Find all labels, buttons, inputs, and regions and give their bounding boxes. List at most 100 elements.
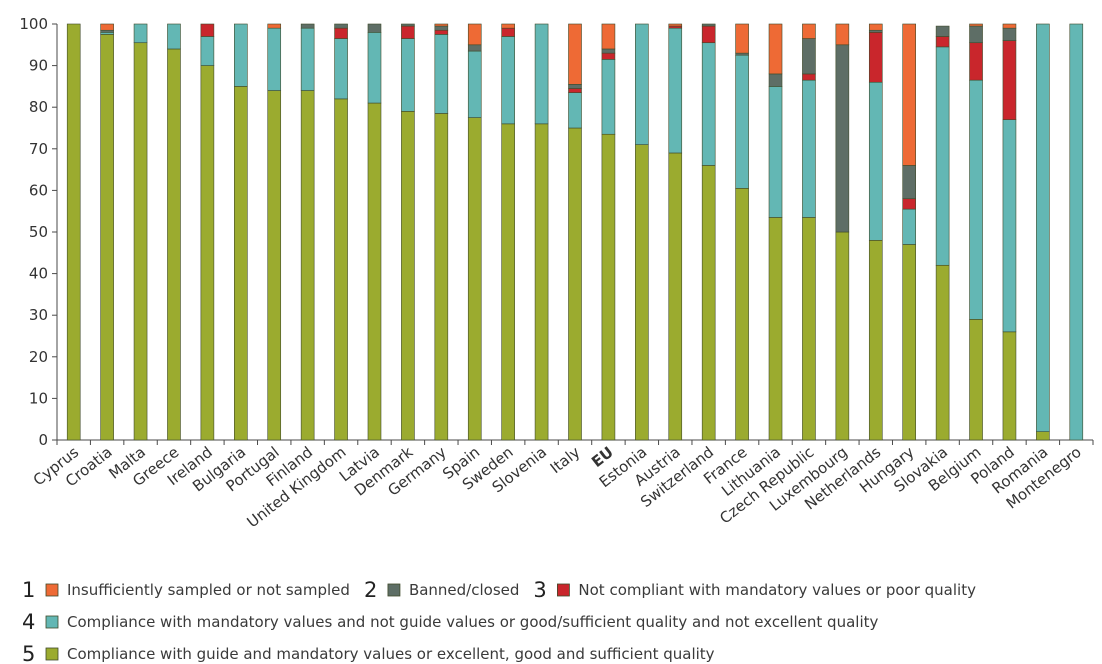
bar-stack-luxembourg bbox=[835, 23, 850, 441]
bar-segment-series-5 bbox=[768, 217, 783, 441]
bar-segment-series-2 bbox=[334, 23, 348, 29]
legend-number: 2 bbox=[364, 578, 377, 602]
bar-segment-series-3 bbox=[434, 29, 449, 35]
legend-item-2: 2 Banned/closed bbox=[364, 578, 519, 602]
bar-segment-series-1 bbox=[735, 23, 749, 54]
bar-segment-series-1 bbox=[568, 23, 582, 85]
bar-segment-series-5 bbox=[434, 113, 449, 441]
bar-segment-series-2 bbox=[401, 23, 415, 27]
bar-segment-series-5 bbox=[868, 240, 883, 441]
bar-segment-series-2 bbox=[701, 23, 716, 27]
bar-segment-series-3 bbox=[200, 23, 215, 37]
legend-number: 4 bbox=[22, 610, 35, 634]
bar-segment-series-4 bbox=[267, 27, 282, 91]
y-tick-label: 0 bbox=[38, 431, 48, 449]
bar-stack-italy bbox=[568, 23, 582, 441]
legend: 1 Insufficiently sampled or not sampled 2 B… bbox=[22, 578, 976, 664]
y-tick-label: 70 bbox=[29, 140, 48, 158]
bar-segment-series-4 bbox=[534, 23, 549, 125]
bar-segment-series-5 bbox=[267, 90, 282, 441]
legend-number: 1 bbox=[22, 578, 35, 602]
bar-segment-series-2 bbox=[868, 29, 883, 33]
bar-segment-series-5 bbox=[802, 217, 816, 441]
bar-stack-austria bbox=[668, 23, 683, 441]
bar-stack-czech-republic bbox=[802, 23, 816, 441]
bar-segment-series-2 bbox=[367, 23, 382, 33]
bar-stack-hungary bbox=[902, 23, 916, 441]
bar-segment-series-3 bbox=[568, 88, 582, 93]
bar-segment-series-3 bbox=[334, 27, 348, 39]
legend-item-3: 3 Not compliant with mandatory values or … bbox=[533, 578, 976, 602]
bar-stack-portugal bbox=[267, 23, 282, 441]
y-tick-label: 20 bbox=[29, 348, 48, 366]
bar-segment-series-1 bbox=[969, 23, 983, 27]
bar-segment-series-4 bbox=[100, 32, 114, 35]
bar-segment-series-5 bbox=[367, 102, 382, 441]
bar-stack-eu bbox=[601, 23, 616, 441]
bar-segment-series-3 bbox=[902, 198, 916, 210]
bar-segment-series-4 bbox=[568, 92, 582, 129]
y-tick-label: 60 bbox=[29, 181, 48, 199]
bar-segment-series-5 bbox=[1002, 331, 1017, 441]
bar-stack-switzerland bbox=[701, 23, 716, 441]
bar-segment-series-5 bbox=[969, 319, 983, 441]
bar-segment-series-4 bbox=[969, 79, 983, 320]
bar-segment-series-1 bbox=[1002, 23, 1017, 29]
bar-segment-series-2 bbox=[300, 23, 315, 29]
bar-segment-series-1 bbox=[768, 23, 783, 75]
bar-stack-greece bbox=[167, 23, 181, 441]
y-tick-label: 90 bbox=[29, 57, 48, 75]
bar-stack-malta bbox=[133, 23, 148, 441]
bar-segment-series-4 bbox=[300, 27, 315, 91]
bar-stack-france bbox=[735, 23, 749, 441]
y-tick-label: 80 bbox=[29, 98, 48, 116]
bar-segment-series-3 bbox=[601, 52, 616, 60]
bar-segment-series-5 bbox=[1036, 431, 1050, 441]
bar-segment-series-4 bbox=[200, 36, 215, 66]
bar-segment-series-5 bbox=[167, 48, 181, 441]
bar-segment-series-5 bbox=[200, 65, 215, 441]
bar-segment-series-1 bbox=[601, 23, 616, 50]
bar-segment-series-5 bbox=[735, 188, 749, 441]
bar-stack-lithuania bbox=[768, 23, 783, 441]
bar-segment-series-2 bbox=[467, 44, 482, 52]
bar-segment-series-5 bbox=[935, 264, 950, 441]
bar-segment-series-5 bbox=[534, 123, 549, 441]
bar-segment-series-4 bbox=[467, 50, 482, 118]
bar-segment-series-1 bbox=[467, 23, 482, 46]
bar-segment-series-5 bbox=[334, 98, 348, 441]
legend-item-4: 4 Compliance with mandatory values and no… bbox=[22, 610, 878, 634]
bar-stack-denmark bbox=[401, 23, 415, 441]
bar-segment-series-3 bbox=[401, 25, 415, 39]
bar-stack-estonia bbox=[635, 23, 649, 441]
bar-segment-series-1 bbox=[868, 23, 883, 31]
bar-stack-croatia bbox=[100, 23, 114, 441]
bar-stack-bulgaria bbox=[234, 23, 248, 441]
bars-layer bbox=[66, 23, 1084, 441]
bar-stack-finland bbox=[300, 23, 315, 441]
bar-segment-series-2 bbox=[1002, 27, 1017, 41]
legend-label: Insufficiently sampled or not sampled bbox=[67, 581, 350, 599]
legend-item-5: 5 Compliance with guide and mandatory val… bbox=[22, 642, 715, 664]
bar-segment-series-1 bbox=[835, 23, 850, 46]
bar-stack-germany bbox=[434, 23, 449, 441]
bar-segment-series-2 bbox=[735, 52, 749, 56]
x-category-label: Italy bbox=[547, 443, 584, 477]
legend-item-1: 1 Insufficiently sampled or not sampled bbox=[22, 578, 350, 602]
bar-segment-series-1 bbox=[267, 23, 282, 29]
bar-segment-series-2 bbox=[802, 38, 816, 75]
bar-segment-series-4 bbox=[601, 59, 616, 135]
bar-stack-ireland bbox=[200, 23, 215, 441]
bar-segment-series-4 bbox=[501, 36, 515, 125]
bar-segment-series-5 bbox=[635, 144, 649, 441]
bar-segment-series-3 bbox=[1002, 40, 1017, 120]
bar-stack-romania bbox=[1036, 23, 1050, 441]
bar-stack-cyprus bbox=[66, 23, 81, 441]
legend-swatch bbox=[45, 583, 59, 597]
legend-label: Not compliant with mandatory values or p… bbox=[578, 581, 976, 599]
legend-number: 5 bbox=[22, 642, 35, 664]
bar-segment-series-2 bbox=[835, 44, 850, 233]
bar-segment-series-5 bbox=[668, 152, 683, 441]
